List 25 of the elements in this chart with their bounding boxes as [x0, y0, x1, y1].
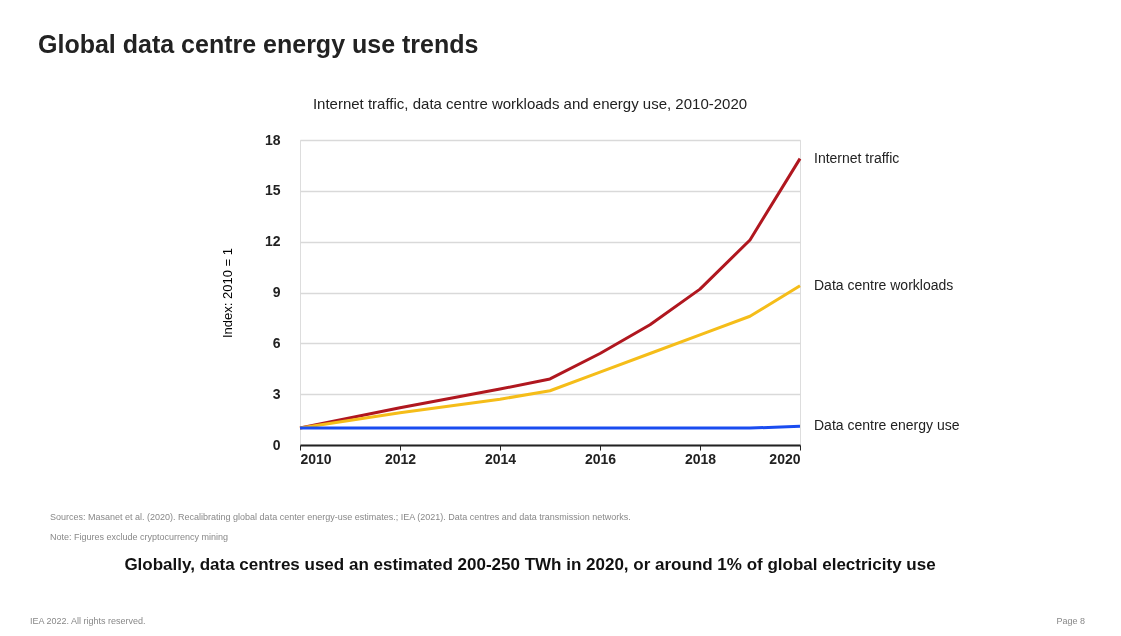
x-tick-label: 2014 [484, 450, 517, 467]
line-series [298, 284, 802, 430]
x-tick-label: 2010 [300, 450, 332, 467]
y-axis-title: Index: 2010 = 1 [219, 248, 235, 338]
y-tick-label: 3 [272, 385, 281, 402]
chart-title: Global data centre energy use trends [38, 30, 479, 58]
series-label: Data centre workloads [814, 276, 954, 293]
series-label: Internet traffic [814, 149, 900, 166]
x-tick-label: 2016 [584, 450, 617, 467]
series-label: Data centre energy use [814, 417, 960, 434]
source-note: Sources: Masanet et al. (2020). Recalibrating global data center energy-use estimates.; IEA (2021). Data centres and data transmission networks. [50, 512, 631, 522]
y-tick-label: 6 [272, 334, 281, 351]
text: Page 8 [1056, 616, 1085, 626]
x-tick-label: 2020 [769, 450, 801, 467]
y-tick-label: 9 [272, 284, 281, 300]
y-tick-label: 18 [264, 131, 281, 148]
x-tick-label: 2018 [684, 450, 717, 467]
text: IEA 2022. All rights reserved. [30, 616, 146, 626]
text: Globally, data centres used an estimated 200-250 TWh in 2020, or around 1% of global electricity use [124, 555, 936, 574]
y-tick-label: 0 [272, 436, 281, 453]
text: Note: Figures exclude cryptocurrency mining [50, 532, 229, 542]
chart-subtitle: Internet traffic, data centre workloads and energy use, 2010-2020 [312, 95, 748, 112]
y-tick-label: 15 [264, 182, 281, 199]
x-tick-label: 2012 [384, 450, 417, 467]
y-tick-label: 12 [264, 233, 281, 250]
